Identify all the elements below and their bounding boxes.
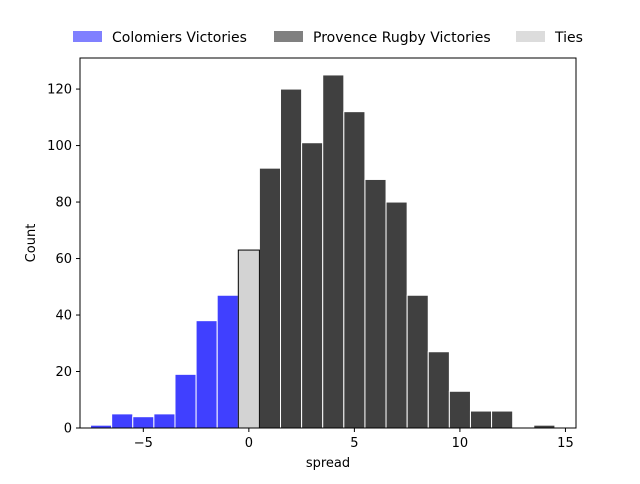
y-axis-label: Count — [24, 224, 39, 263]
bar-series-1-bin-9 — [427, 351, 450, 429]
legend-label-0: Colomiers Victories — [112, 30, 247, 46]
bars — [90, 74, 556, 429]
bar-series-1-bin-2 — [280, 88, 303, 429]
bar-series-1-bin-5 — [343, 111, 366, 429]
x-tick-label: 5 — [350, 436, 358, 451]
legend: Colomiers Victories Provence Rugby Victor… — [73, 30, 583, 46]
y-tick-label: 20 — [55, 365, 72, 380]
bar-series-1-bin-4 — [322, 74, 345, 429]
legend-swatch-0 — [73, 31, 102, 42]
bar-series-0-bin--4 — [153, 413, 176, 429]
legend-label-2: Ties — [554, 30, 583, 46]
bar-series-1-bin-7 — [385, 201, 408, 429]
bar-series-1-bin-11 — [469, 410, 493, 429]
legend-label-1: Provence Rugby Victories — [313, 30, 491, 46]
legend-swatch-1 — [274, 31, 303, 42]
bar-series-0-bin--5 — [132, 416, 155, 429]
bar-series-1-bin-10 — [448, 390, 471, 429]
bar-series-0-bin--3 — [174, 373, 197, 429]
x-tick-label: 0 — [245, 436, 253, 451]
bar-series-1-bin-12 — [491, 410, 514, 429]
x-tick-label: 15 — [557, 436, 574, 451]
y-tick-label: 60 — [55, 252, 72, 267]
x-tick-label: 10 — [452, 436, 469, 451]
y-tick-label: 0 — [64, 422, 72, 437]
bar-series-1-bin-8 — [406, 294, 429, 429]
bar-series-0-bin--6 — [111, 413, 134, 429]
bar-series-1-bin-1 — [258, 167, 282, 429]
bar-series-0-bin--1 — [216, 294, 239, 429]
plot-frame — [79, 57, 577, 429]
bar-series-0-bin--2 — [195, 320, 218, 429]
bar-series-2-bin-0 — [237, 249, 260, 429]
y-tick-label: 40 — [55, 309, 72, 324]
axes: −5 0 5 10 15 0 20 40 60 80 100 120 — [47, 57, 577, 451]
y-tick-label: 80 — [55, 196, 72, 211]
x-tick-label: −5 — [134, 436, 153, 451]
bar-series-1-bin-6 — [364, 178, 387, 429]
legend-swatch-2 — [516, 31, 545, 42]
x-axis-label: spread — [306, 456, 350, 471]
bar-series-1-bin-3 — [301, 142, 324, 429]
y-tick-label: 100 — [47, 139, 72, 154]
y-tick-label: 120 — [47, 83, 72, 98]
